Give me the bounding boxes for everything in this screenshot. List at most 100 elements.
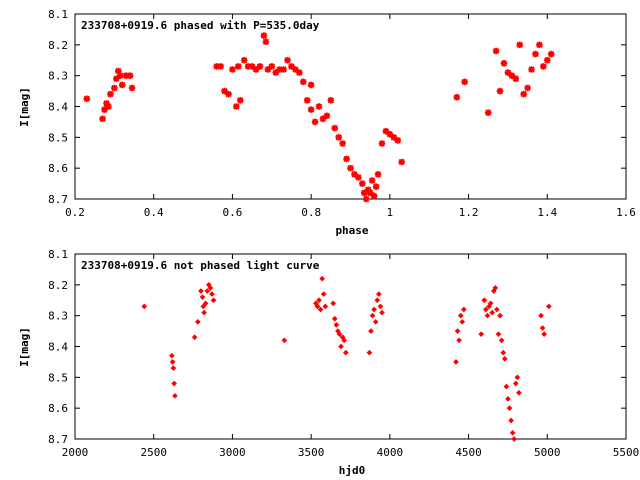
x-tick-label: 5500 — [613, 446, 640, 459]
data-point — [118, 81, 126, 89]
data-point — [213, 63, 220, 70]
data-point — [314, 303, 321, 310]
x-tick-label: 2500 — [140, 446, 167, 459]
data-point — [532, 50, 539, 58]
y-tick-label: 8.1 — [48, 248, 68, 261]
data-point — [342, 349, 349, 356]
data-point — [500, 60, 508, 67]
x-tick-label: 4500 — [455, 446, 482, 459]
x-ticks: 0.2 0.4 0.6 0.8 1 1.2 1.4 1.6 — [65, 14, 636, 219]
data-point — [374, 297, 381, 304]
data-point — [217, 63, 224, 70]
data-point — [299, 78, 307, 86]
data-point — [311, 118, 319, 126]
data-point — [323, 112, 331, 120]
data-point — [338, 343, 344, 350]
x-tick-label: 0.2 — [65, 206, 85, 219]
data-point — [171, 380, 178, 387]
data-point — [240, 56, 248, 64]
data-point — [172, 393, 178, 399]
data-point — [264, 66, 272, 73]
plot-frame — [74, 253, 627, 440]
data-point — [288, 63, 295, 70]
data-point — [506, 405, 513, 411]
data-point — [319, 275, 325, 282]
data-point — [169, 359, 176, 365]
data-point — [199, 294, 206, 300]
data-point — [368, 177, 376, 184]
x-ticks: 2000 2500 3000 3500 4000 4500 5000 5500 — [62, 254, 640, 459]
data-point — [541, 331, 547, 337]
data-point — [320, 291, 327, 297]
y-ticks: 8.1 8.2 8.3 8.4 8.5 8.6 8.7 — [48, 248, 626, 446]
panel-not-phased: 233708+0919.6 not phased light curve hjd… — [18, 248, 639, 477]
x-tick-label: 1.6 — [616, 206, 636, 219]
x-tick-label: 1 — [387, 206, 394, 219]
data-point — [225, 90, 232, 98]
data-point — [210, 297, 217, 304]
data-point — [461, 306, 467, 313]
data-point — [116, 72, 124, 79]
y-tick-label: 8.6 — [48, 402, 68, 415]
data-point — [394, 137, 402, 144]
data-point — [315, 103, 323, 110]
data-point — [272, 69, 280, 76]
data-point — [520, 90, 527, 98]
data-point — [141, 303, 148, 310]
data-point — [284, 56, 291, 64]
data-point — [505, 396, 511, 402]
y-tick-label: 8.1 — [48, 8, 68, 21]
data-point — [128, 84, 136, 92]
data-point — [170, 365, 177, 371]
data-point — [386, 130, 394, 138]
data-point — [103, 100, 110, 107]
data-point — [204, 288, 211, 294]
data-point — [83, 95, 91, 103]
data-point — [368, 328, 374, 334]
data-point — [207, 285, 214, 291]
data-point — [341, 337, 348, 344]
data-point — [540, 63, 547, 70]
data-point — [333, 322, 340, 328]
data-point — [237, 97, 244, 104]
data-point — [546, 303, 552, 310]
data-point — [233, 103, 240, 110]
data-point — [483, 306, 489, 313]
data-point — [105, 103, 112, 110]
y-axis-label: I[mag] — [18, 327, 31, 367]
data-point — [276, 66, 283, 73]
data-point — [500, 349, 507, 356]
data-point — [481, 297, 488, 304]
data-point — [372, 319, 379, 325]
data-point — [378, 140, 386, 147]
data-point — [478, 331, 484, 337]
data-point — [248, 63, 256, 70]
data-point — [107, 90, 114, 98]
data-point — [362, 195, 370, 203]
data-point — [347, 164, 354, 172]
data-point — [390, 134, 398, 141]
data-point — [339, 140, 346, 147]
data-point — [113, 75, 120, 83]
y-tick-label: 8.5 — [48, 131, 68, 144]
data-point — [322, 303, 329, 310]
data-point — [547, 50, 555, 58]
data-point — [453, 93, 461, 101]
data-point — [209, 291, 215, 297]
data-point — [539, 325, 546, 331]
data-point — [316, 297, 322, 304]
data-point — [453, 359, 459, 365]
data-points — [83, 32, 555, 203]
x-tick-label: 0.6 — [222, 206, 242, 219]
data-point — [307, 81, 315, 89]
data-point — [456, 337, 462, 344]
data-point — [492, 47, 500, 55]
data-point — [543, 56, 551, 64]
data-point — [512, 75, 520, 83]
data-point — [511, 436, 518, 442]
data-points — [141, 275, 552, 442]
y-tick-label: 8.7 — [48, 193, 68, 206]
x-tick-label: 3000 — [219, 446, 246, 459]
data-point — [516, 41, 524, 49]
